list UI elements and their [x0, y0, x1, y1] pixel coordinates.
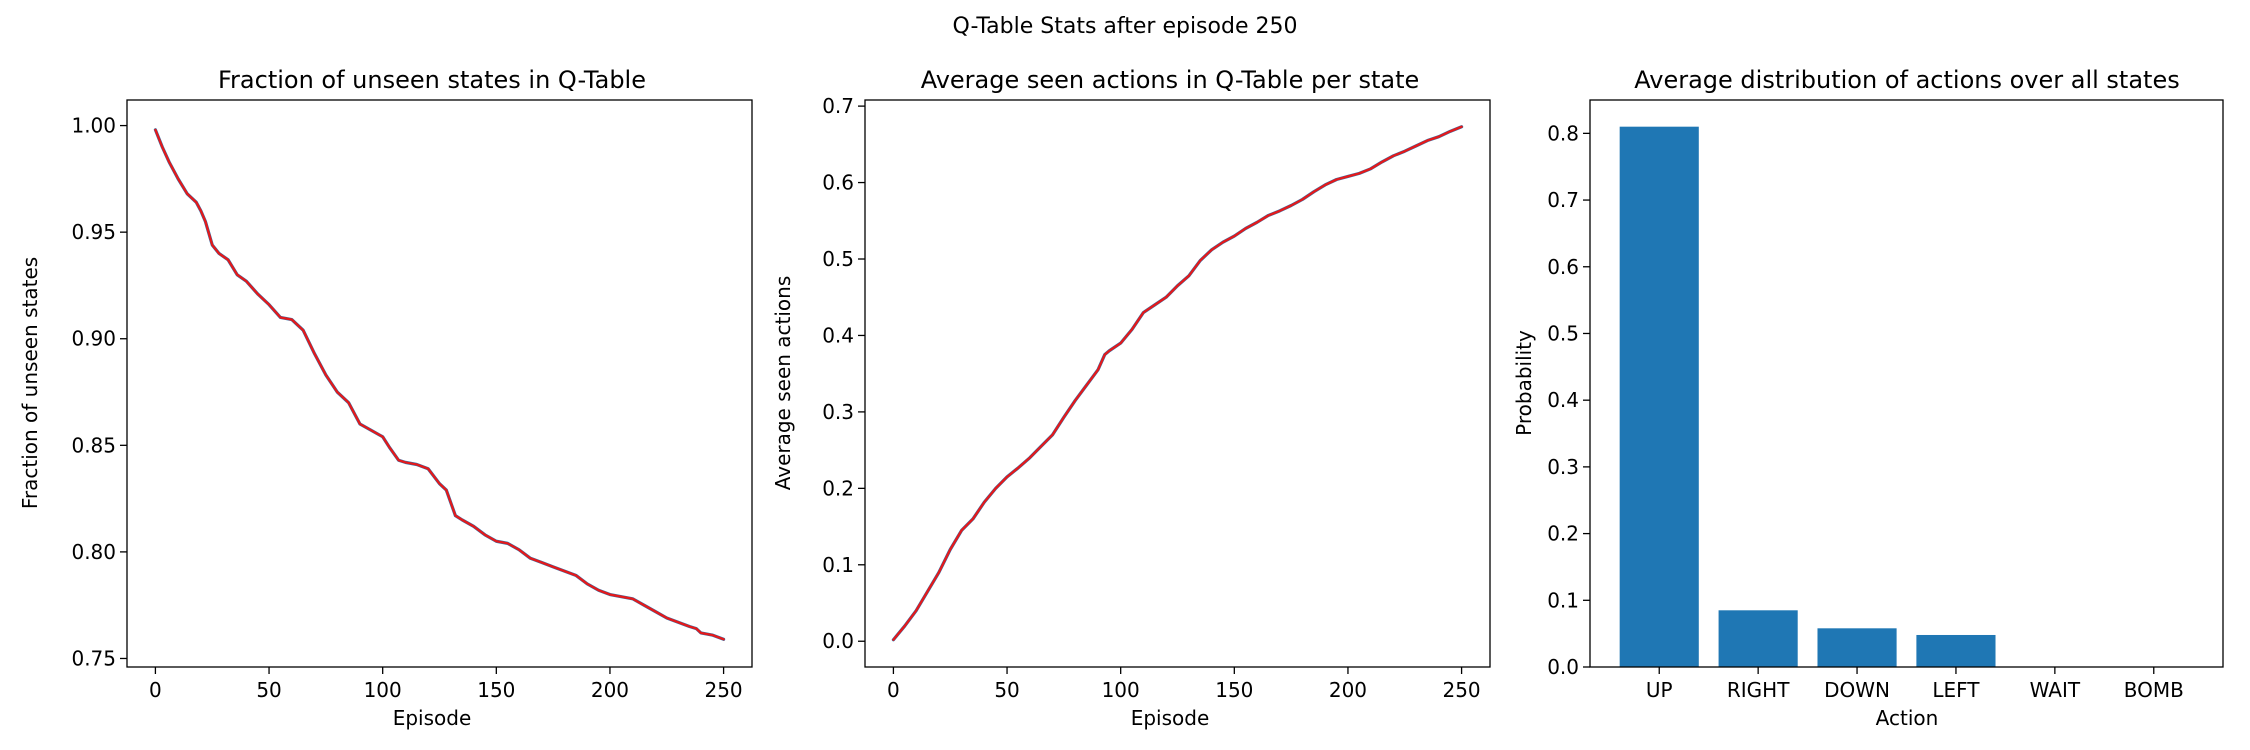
xtick-label: 250 — [704, 678, 742, 702]
bar-left — [1916, 634, 1996, 667]
ytick-label: 0.5 — [1547, 321, 1579, 345]
ytick-label: 0.5 — [822, 247, 854, 271]
ytick-label: 0.1 — [822, 553, 854, 577]
bar-right — [1718, 610, 1798, 667]
panel-seen-actions: Average seen actions in Q-Table per stat… — [771, 66, 1491, 730]
series-line-2 — [154, 128, 725, 641]
panel-seen-actions-frame — [864, 99, 1491, 668]
panel-seen-actions-plot: 0 50 100 150 200 250 0.0 0.1 0.2 0.3 0.4 0.5 0.6 0.7 — [822, 94, 1480, 702]
series-line-2 — [892, 125, 1463, 641]
ytick-label: 0.8 — [1547, 121, 1579, 145]
xtick-label: 100 — [1102, 678, 1140, 702]
panel-action-distribution-xlabel: Action — [1876, 706, 1939, 730]
ytick-label: 0.95 — [71, 220, 116, 244]
bar-up — [1619, 126, 1699, 667]
series-line-1 — [153, 128, 726, 641]
xtick-label: 200 — [1329, 678, 1367, 702]
xtick-label: 0 — [149, 678, 162, 702]
panel-action-distribution: Average distribution of actions over all… — [1512, 66, 2224, 730]
ytick-label: 0.85 — [71, 433, 116, 457]
category-label: RIGHT — [1727, 678, 1790, 702]
xtick-label: 50 — [256, 678, 281, 702]
figure-suptitle: Q-Table Stats after episode 250 — [953, 14, 1298, 39]
ytick-label: 0.1 — [1547, 588, 1579, 612]
panel-seen-actions-title: Average seen actions in Q-Table per stat… — [921, 66, 1420, 94]
ytick-label: 0.2 — [822, 476, 854, 500]
panel-unseen-states-frame — [126, 99, 753, 668]
ytick-label: 0.4 — [822, 323, 854, 347]
ytick-label: 0.3 — [1547, 455, 1579, 479]
category-label: WAIT — [2030, 678, 2081, 702]
ytick-label: 0.6 — [822, 171, 854, 195]
xtick-label: 0 — [887, 678, 900, 702]
category-label: BOMB — [2124, 678, 2184, 702]
ytick-label: 0.7 — [822, 94, 854, 118]
panel-action-distribution-frame — [1589, 99, 2224, 668]
category-label: LEFT — [1932, 678, 1980, 702]
ytick-label: 0.7 — [1547, 188, 1579, 212]
panel-unseen-states: Fraction of unseen states in Q-Table 0 50… — [18, 66, 753, 730]
series-line-1 — [891, 125, 1464, 642]
panel-unseen-states-xlabel: Episode — [393, 706, 472, 730]
panel-seen-actions-xlabel: Episode — [1131, 706, 1210, 730]
ytick-label: 0.75 — [71, 646, 116, 670]
panel-unseen-states-plot: 0 50 100 150 200 250 0.75 0.80 0.85 0.90 0.95 1.00 — [71, 114, 742, 702]
category-label: DOWN — [1824, 678, 1890, 702]
ytick-label: 0.3 — [822, 400, 854, 424]
ytick-label: 0.6 — [1547, 255, 1579, 279]
ytick-label: 0.2 — [1547, 522, 1579, 546]
ytick-label: 0.4 — [1547, 388, 1579, 412]
panel-seen-actions-ylabel: Average seen actions — [771, 276, 795, 491]
category-label: UP — [1646, 678, 1673, 702]
xtick-label: 150 — [1215, 678, 1253, 702]
panel-unseen-states-title: Fraction of unseen states in Q-Table — [218, 66, 646, 94]
xtick-label: 50 — [994, 678, 1019, 702]
panel-action-distribution-title: Average distribution of actions over all… — [1634, 66, 2179, 94]
ytick-label: 0.80 — [71, 540, 116, 564]
xtick-label: 150 — [477, 678, 515, 702]
ytick-label: 0.90 — [71, 327, 116, 351]
xtick-label: 250 — [1442, 678, 1480, 702]
panel-action-distribution-plot: UP RIGHT DOWN LEFT WAIT BOMB 0.0 0.1 0.2 0.3 0.4 0.… — [1547, 121, 2184, 702]
ytick-label: 1.00 — [71, 114, 116, 138]
ytick-label: 0.0 — [822, 629, 854, 653]
bar-down — [1817, 628, 1897, 667]
xtick-label: 100 — [364, 678, 402, 702]
panel-unseen-states-ylabel: Fraction of unseen states — [18, 257, 42, 509]
ytick-label: 0.0 — [1547, 655, 1579, 679]
xtick-label: 200 — [591, 678, 629, 702]
panel-action-distribution-ylabel: Probability — [1512, 330, 1536, 436]
